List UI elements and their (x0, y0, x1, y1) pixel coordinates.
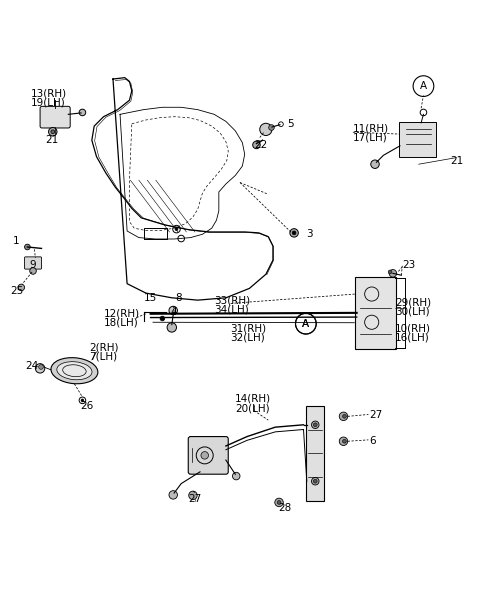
Circle shape (313, 423, 317, 427)
Circle shape (260, 123, 272, 136)
Text: A: A (302, 319, 310, 329)
Circle shape (313, 479, 317, 483)
Circle shape (389, 270, 396, 277)
Circle shape (79, 109, 86, 116)
Text: 1: 1 (13, 237, 20, 246)
Text: 5: 5 (287, 119, 294, 129)
Text: 17(LH): 17(LH) (353, 133, 388, 143)
Text: 12(RH): 12(RH) (104, 309, 140, 318)
Text: 25: 25 (10, 286, 23, 296)
Circle shape (232, 473, 240, 480)
Text: 24: 24 (25, 361, 39, 371)
Circle shape (51, 130, 55, 134)
Text: 10(RH): 10(RH) (395, 323, 431, 333)
Circle shape (269, 125, 275, 130)
Text: 16(LH): 16(LH) (395, 333, 430, 343)
Ellipse shape (57, 362, 92, 380)
Text: 30(LH): 30(LH) (395, 307, 430, 317)
Circle shape (160, 316, 165, 321)
FancyBboxPatch shape (188, 437, 228, 474)
Text: 18(LH): 18(LH) (104, 318, 138, 328)
Circle shape (39, 365, 43, 369)
Circle shape (312, 477, 319, 485)
Text: 27: 27 (370, 410, 383, 420)
Text: 27: 27 (189, 494, 202, 503)
Circle shape (371, 160, 379, 168)
Circle shape (388, 270, 392, 274)
FancyBboxPatch shape (399, 122, 436, 157)
Text: 34(LH): 34(LH) (214, 304, 249, 315)
FancyBboxPatch shape (40, 106, 70, 128)
Circle shape (167, 322, 177, 332)
Ellipse shape (51, 358, 98, 384)
Circle shape (175, 227, 178, 231)
Text: 4: 4 (171, 307, 178, 317)
Circle shape (290, 229, 299, 237)
Circle shape (81, 399, 84, 402)
Text: 3: 3 (306, 229, 312, 240)
Circle shape (275, 498, 283, 506)
Circle shape (24, 244, 30, 250)
FancyBboxPatch shape (24, 257, 41, 269)
Text: 28: 28 (278, 503, 291, 513)
Circle shape (201, 451, 208, 459)
Circle shape (30, 267, 36, 274)
Circle shape (169, 491, 178, 499)
Text: 33(RH): 33(RH) (214, 295, 250, 305)
Circle shape (48, 128, 57, 136)
Text: 13(RH): 13(RH) (31, 88, 67, 98)
Text: A: A (420, 81, 427, 91)
Circle shape (18, 284, 24, 291)
FancyBboxPatch shape (355, 277, 396, 348)
Text: 15: 15 (144, 293, 157, 302)
Circle shape (292, 231, 296, 235)
Text: A: A (302, 319, 310, 329)
FancyBboxPatch shape (306, 405, 324, 500)
Circle shape (189, 491, 197, 500)
Text: 29(RH): 29(RH) (395, 298, 432, 307)
Text: 8: 8 (176, 293, 182, 302)
Text: 2(RH): 2(RH) (89, 342, 119, 352)
Text: 32(LH): 32(LH) (230, 333, 265, 343)
Text: 19(LH): 19(LH) (31, 97, 65, 108)
Circle shape (343, 414, 346, 418)
Circle shape (36, 364, 45, 373)
Text: 20(LH): 20(LH) (235, 404, 270, 413)
Circle shape (339, 412, 348, 420)
Text: 6: 6 (370, 436, 376, 446)
Circle shape (339, 437, 348, 445)
Text: 9: 9 (30, 260, 36, 270)
Text: 31(RH): 31(RH) (230, 323, 267, 333)
Text: 26: 26 (81, 401, 94, 411)
Text: 11(RH): 11(RH) (353, 123, 389, 134)
Circle shape (277, 500, 281, 505)
Text: 23: 23 (402, 260, 416, 270)
Text: 22: 22 (254, 140, 268, 150)
Text: 21: 21 (45, 135, 59, 145)
Circle shape (252, 141, 260, 149)
Text: 21: 21 (450, 156, 463, 166)
Circle shape (169, 306, 178, 315)
Text: 14(RH): 14(RH) (235, 394, 271, 404)
Circle shape (312, 421, 319, 428)
Circle shape (343, 439, 346, 443)
Text: 7(LH): 7(LH) (89, 352, 118, 362)
